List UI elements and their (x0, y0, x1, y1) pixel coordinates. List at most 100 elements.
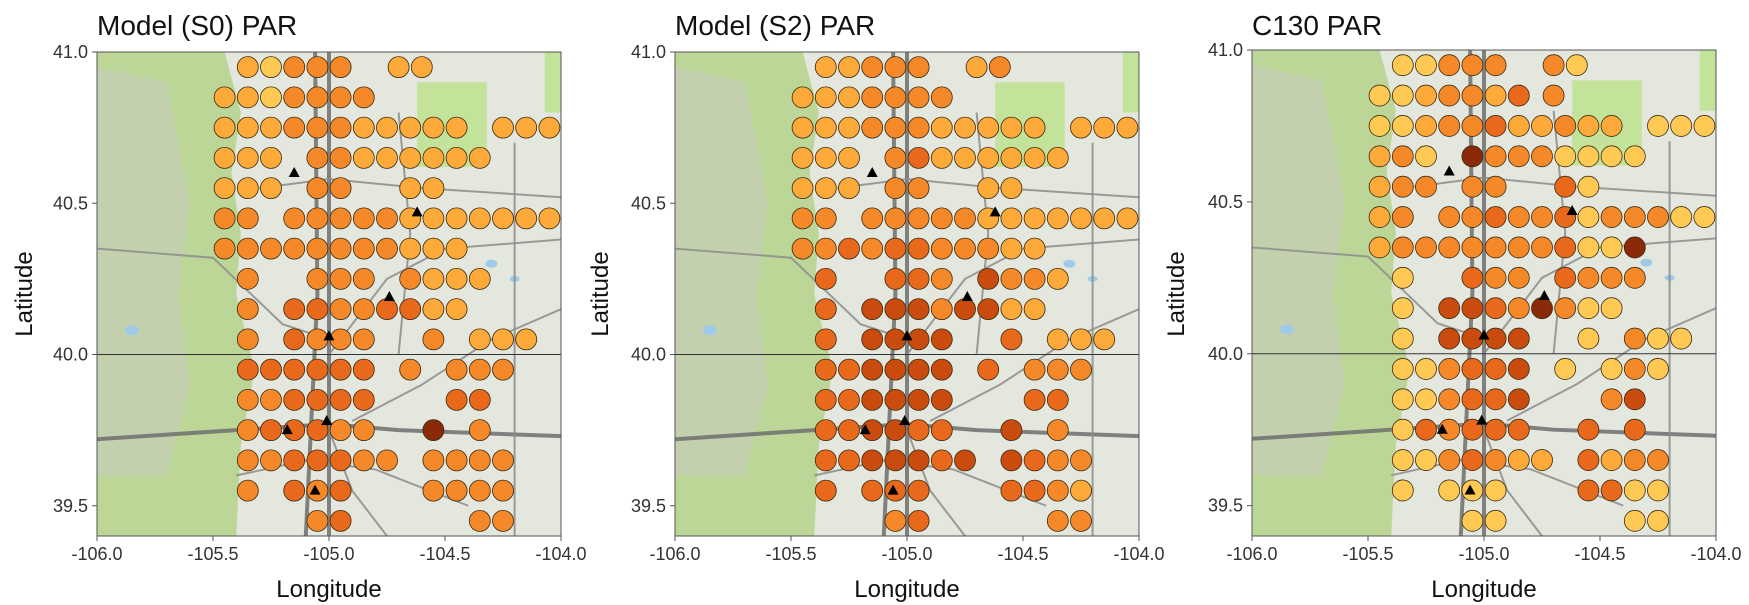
par-point (1046, 358, 1069, 381)
par-point (329, 207, 352, 230)
par-point (352, 207, 375, 230)
station-triangle (961, 291, 973, 302)
par-point (236, 177, 259, 200)
par-point (1670, 327, 1693, 350)
par-point (1484, 84, 1507, 107)
par-point (814, 449, 837, 472)
par-point (1577, 327, 1600, 350)
par-point (1507, 327, 1530, 350)
par-point (1484, 449, 1507, 471)
par-point (930, 267, 953, 290)
par-point (352, 146, 375, 169)
par-point (236, 328, 259, 351)
x-tick-label: -105.5 (1342, 544, 1393, 564)
par-point (814, 388, 837, 411)
y-tick-label: 41.0 (53, 42, 88, 62)
par-point (376, 146, 398, 169)
par-point (236, 479, 259, 502)
par-point (965, 56, 988, 79)
par-point (445, 449, 468, 472)
par-point (954, 449, 976, 472)
par-point (329, 358, 352, 381)
par-point (1391, 479, 1414, 502)
par-point (954, 207, 976, 230)
par-point (1484, 175, 1507, 198)
x-axis-label: Longitude (276, 576, 381, 603)
par-point (260, 419, 282, 442)
par-point (1600, 297, 1623, 320)
par-point (1554, 297, 1577, 320)
par-point (445, 298, 468, 321)
station-triangle (1436, 423, 1448, 434)
lake (1279, 324, 1294, 335)
par-point (213, 207, 236, 230)
par-point (376, 237, 398, 260)
y-tick-label: 40.5 (631, 193, 666, 213)
x-tick-label: -104.0 (1113, 544, 1164, 564)
par-point (884, 358, 907, 381)
par-point (861, 298, 884, 321)
par-point (468, 479, 491, 502)
par-point (1554, 175, 1577, 198)
par-point (861, 419, 884, 442)
par-point (1000, 116, 1023, 139)
par-point (1415, 388, 1437, 411)
par-point (1093, 116, 1116, 139)
road (675, 247, 908, 341)
par-point (1600, 145, 1623, 168)
par-point (306, 449, 329, 472)
par-point (861, 86, 884, 109)
par-point (260, 56, 282, 79)
par-point (1670, 206, 1693, 228)
station-triangle (309, 484, 321, 495)
par-point (1623, 388, 1646, 411)
par-point (1070, 509, 1092, 532)
par-point (838, 237, 860, 260)
par-point (1438, 236, 1461, 259)
par-point (538, 207, 561, 230)
par-point (1554, 115, 1577, 137)
par-point (329, 146, 352, 169)
station-markers (1436, 165, 1578, 495)
y-tick-label: 39.5 (53, 496, 88, 516)
par-point (1461, 145, 1484, 168)
par-point (930, 237, 953, 260)
par-point (1577, 266, 1600, 289)
par-point (1415, 449, 1437, 471)
par-point (329, 86, 352, 109)
station-triangle (989, 206, 1001, 217)
par-point (1415, 175, 1437, 198)
par-point (907, 449, 930, 472)
axes: -106.0 -105.5 -105.0 -104.5 -104.0 41.0 40.5 40… (53, 42, 587, 564)
par-point (1693, 206, 1716, 228)
par-point (236, 388, 259, 411)
par-point (1484, 479, 1507, 502)
par-point (492, 328, 514, 351)
par-point (1023, 267, 1046, 290)
par-point (930, 116, 953, 139)
par-point (1461, 236, 1484, 259)
par-point (1461, 54, 1484, 77)
panel-title: Model (S0) PAR (97, 10, 297, 41)
par-point (283, 86, 306, 109)
par-point (930, 86, 953, 109)
par-point (1438, 115, 1461, 137)
par-point (1577, 418, 1600, 441)
station-triangle (1443, 165, 1455, 176)
par-point (399, 177, 422, 200)
par-point (1046, 328, 1069, 351)
par-point (1484, 266, 1507, 289)
par-point (1391, 145, 1414, 168)
par-point (1023, 449, 1046, 472)
par-point (283, 298, 306, 321)
rugged-terrain (1252, 65, 1345, 476)
par-point (1023, 146, 1046, 169)
par-point (1600, 388, 1623, 411)
par-point (1531, 449, 1553, 471)
par-point (930, 449, 953, 472)
par-point (884, 146, 907, 169)
par-point (1023, 298, 1046, 321)
par-point (1577, 479, 1600, 502)
par-point (977, 358, 1000, 381)
panel-title: Model (S2) PAR (675, 10, 875, 41)
